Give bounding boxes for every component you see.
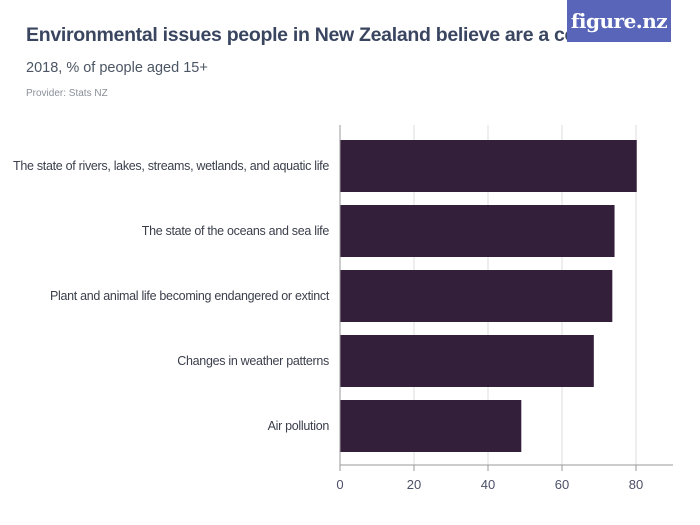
bars [340,140,637,452]
chart-subtitle: 2018, % of people aged 15+ [26,60,208,76]
x-tick-label: 0 [336,477,343,492]
bar[interactable] [340,400,522,452]
x-axis: 0 20 40 60 80 [336,125,673,492]
category-labels: The state of rivers, lakes, streams, wet… [13,159,330,433]
bar[interactable] [340,335,594,387]
bar[interactable] [340,270,613,322]
x-tick-label: 80 [629,477,643,492]
category-label: Air pollution [268,419,330,433]
x-tick-label: 60 [555,477,569,492]
x-tick-label: 40 [481,477,495,492]
chart-title: Environmental issues people in New Zeala… [26,24,628,46]
category-label: Plant and animal life becoming endangere… [50,289,330,303]
provider-label: Provider: Stats NZ [26,88,108,99]
x-tick-label: 20 [407,477,421,492]
category-label: The state of the oceans and sea life [142,224,330,238]
bar[interactable] [340,140,637,192]
bar[interactable] [340,205,615,257]
category-label: The state of rivers, lakes, streams, wet… [13,159,329,173]
figure-nz-logo[interactable]: figure.nz [567,0,671,42]
category-label: Changes in weather patterns [177,354,329,368]
